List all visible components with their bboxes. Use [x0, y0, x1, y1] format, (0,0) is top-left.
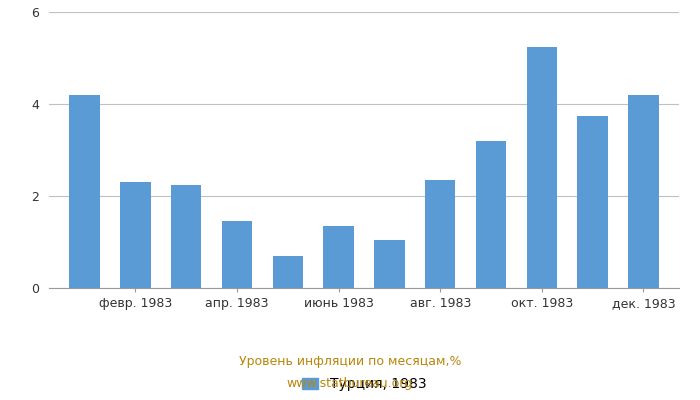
Bar [476, 141, 506, 288]
Bar [323, 226, 354, 288]
Bar [171, 184, 202, 288]
Text: www.statbureau.org: www.statbureau.org [287, 378, 413, 390]
Bar [120, 182, 150, 288]
Legend: Турция, 1983: Турция, 1983 [296, 372, 432, 397]
Text: Уровень инфляции по месяцам,%: Уровень инфляции по месяцам,% [239, 356, 461, 368]
Bar [526, 46, 557, 288]
Bar [222, 221, 252, 288]
Bar [374, 240, 405, 288]
Bar [272, 256, 303, 288]
Bar [628, 95, 659, 288]
Bar [69, 95, 100, 288]
Bar [578, 116, 608, 288]
Bar [425, 180, 456, 288]
